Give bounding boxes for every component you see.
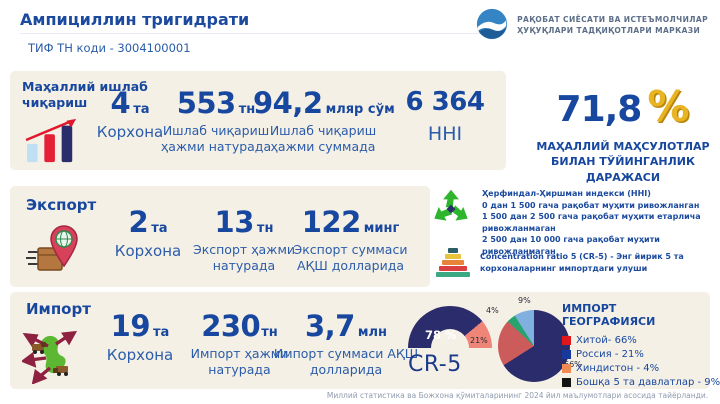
geography-title: ИМПОРТ ГЕОГРАФИЯСИ — [562, 302, 656, 328]
production-label: Маҳаллий ишлаб чиқариш — [22, 79, 148, 110]
saturation-block: 71,8% МАҲАЛЛИЙ МАҲСУЛОТЛАР БИЛАН ТЎЙИНГА… — [528, 82, 718, 185]
percent-sign: % — [647, 82, 690, 131]
cr5-gauge-value: 78 % — [425, 328, 457, 342]
production-stat-hhi: 6 364 HHI — [405, 87, 485, 145]
pie-label-china: 66% — [564, 360, 582, 369]
import-map-arrows-icon — [20, 328, 80, 388]
import-geography-legend: ИМПОРТ ГЕОГРАФИЯСИ Хитой- 66% Россия - 2… — [562, 302, 720, 391]
cr5-legend: Concentration ratio 5 (CR-5) - Энг йирик… — [436, 248, 718, 277]
bar-chart-icon — [24, 115, 82, 169]
import-geography-pie — [498, 310, 570, 382]
cr5-gauge: 78 % CR-5 — [408, 306, 492, 382]
export-label: Экспорт — [26, 196, 97, 214]
import-stat-companies: 19 та Корхона — [106, 309, 174, 365]
import-label: Импорт — [26, 300, 91, 318]
production-stat-amount: 94,2 мляр сўм Ишлаб чиқариш ҳажми суммада — [253, 86, 395, 154]
pyramid-icon — [436, 248, 470, 277]
production-panel: Маҳаллий ишлаб чиқариш 4 та Корхона 553 тн… — [10, 71, 506, 170]
export-stat-volume: 13 тн Экспорт ҳажми натурада — [192, 205, 296, 273]
import-stat-amount: 3,7 млн Импорт суммаси АҚШ долларида — [273, 309, 419, 377]
export-panel: Экспорт 2 та Корхона 13 тн Экспорт ҳажми н… — [10, 186, 430, 287]
globe-logo-icon — [475, 7, 509, 45]
legend-item: Хитой- 66% — [562, 335, 708, 346]
saturation-value: 71,8% — [556, 82, 690, 131]
production-stat-companies: 4 та Корхона — [96, 86, 164, 142]
cr5-legend-text: Concentration ratio 5 (CR-5) - Энг йирик… — [480, 251, 684, 273]
legend-swatch-others — [562, 378, 571, 387]
footer-source-note: Миллий статистика ва Божхона қўмиталарин… — [326, 391, 709, 400]
pie-label-india: 4% — [486, 306, 499, 315]
legend-item: Россия - 21% — [562, 349, 708, 360]
legend-item: Бошқа 5 та давлатлар - 9% — [562, 377, 720, 388]
saturation-caption: МАҲАЛЛИЙ МАҲСУЛОТЛАР БИЛАН ТЎЙИНГАНЛИК Д… — [536, 140, 710, 184]
import-panel: Импорт 19 та Корхона 230тн Импорт — [10, 292, 720, 391]
import-geography-pie-wrap: 9% 4% 21% 66% — [468, 294, 598, 389]
hhi-legend-text: Ҳерфиндал-Ҳиршман индекси (HHI) 0 дан 1 … — [482, 189, 701, 256]
export-stat-companies: 2 та Корхона — [114, 205, 182, 261]
recycle-icon — [430, 188, 472, 234]
org-name: РАҚОБАТ СИЁСАТИ ВА ИСТЕЪМОЛЧИЛАР ҲУҚУҚЛА… — [517, 15, 708, 35]
hhi-legend: Ҳерфиндал-Ҳиршман индекси (HHI) 0 дан 1 … — [430, 188, 718, 258]
legend-swatch-china — [562, 336, 571, 345]
legend-item: Хиндистон - 4% — [562, 363, 708, 374]
cr5-gauge-title: CR-5 — [408, 352, 462, 377]
pie-label-others: 9% — [518, 296, 531, 305]
title-divider — [20, 33, 488, 34]
export-package-pin-icon — [26, 222, 82, 282]
page-title: Ампициллин тригидрати — [20, 10, 250, 29]
legend-swatch-russia — [562, 350, 571, 359]
pie-label-russia: 21% — [470, 336, 488, 345]
tariff-code: ТИФ ТН коди - 3004100001 — [28, 41, 191, 55]
cr5-gauge-hole — [431, 329, 469, 348]
export-stat-amount: 122 минг Экспорт суммаси АҚШ долларида — [293, 205, 408, 273]
org-logo: РАҚОБАТ СИЁСАТИ ВА ИСТЕЪМОЛЧИЛАР ҲУҚУҚЛА… — [475, 7, 708, 45]
import-stat-volume: 230тн Импорт ҳажми натурада — [190, 309, 289, 377]
production-stat-volume: 553 тн Ишлаб чиқариш ҳажми натурада — [160, 86, 272, 154]
legend-swatch-india — [562, 364, 571, 373]
